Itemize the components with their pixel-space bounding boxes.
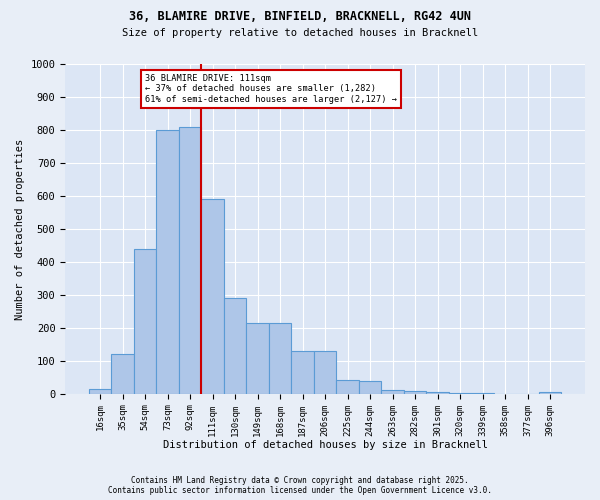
Text: 36, BLAMIRE DRIVE, BINFIELD, BRACKNELL, RG42 4UN: 36, BLAMIRE DRIVE, BINFIELD, BRACKNELL, … (129, 10, 471, 23)
Bar (382, 390, 404, 394)
Bar (337, 380, 359, 394)
Bar (404, 390, 427, 394)
Bar (112, 354, 134, 394)
Y-axis label: Number of detached properties: Number of detached properties (15, 138, 25, 320)
Bar (134, 248, 157, 394)
X-axis label: Distribution of detached houses by size in Bracknell: Distribution of detached houses by size … (163, 440, 488, 450)
Bar (427, 392, 449, 394)
Bar (449, 392, 472, 394)
Bar (157, 130, 179, 394)
Bar (179, 126, 202, 394)
Bar (292, 351, 314, 394)
Bar (247, 323, 269, 394)
Bar (359, 382, 382, 394)
Bar (89, 389, 112, 394)
Text: Size of property relative to detached houses in Bracknell: Size of property relative to detached ho… (122, 28, 478, 38)
Bar (224, 298, 247, 394)
Bar (314, 351, 337, 394)
Text: Contains HM Land Registry data © Crown copyright and database right 2025.
Contai: Contains HM Land Registry data © Crown c… (108, 476, 492, 495)
Bar (202, 199, 224, 394)
Text: 36 BLAMIRE DRIVE: 111sqm
← 37% of detached houses are smaller (1,282)
61% of sem: 36 BLAMIRE DRIVE: 111sqm ← 37% of detach… (145, 74, 397, 104)
Bar (269, 323, 292, 394)
Bar (472, 393, 494, 394)
Bar (539, 392, 562, 394)
